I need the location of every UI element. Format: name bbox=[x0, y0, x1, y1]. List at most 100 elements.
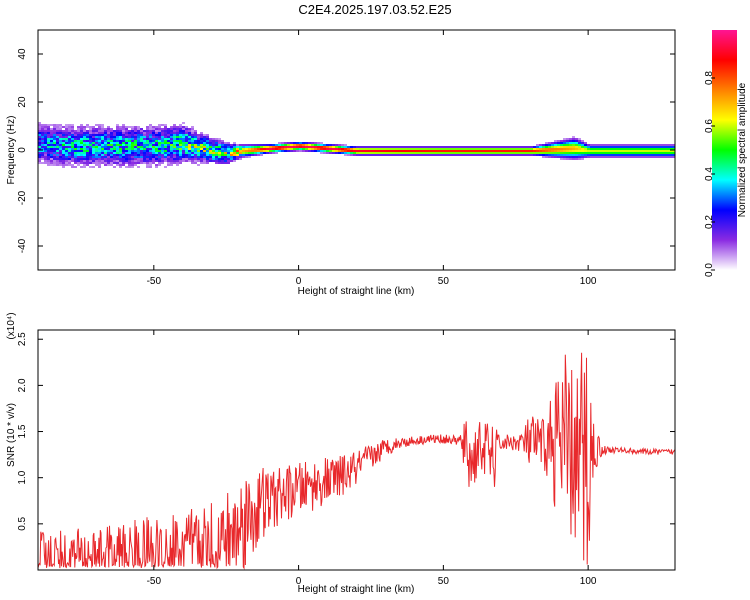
heatmap-cell bbox=[293, 150, 296, 152]
heatmap-cell bbox=[428, 146, 431, 148]
heatmap-cell bbox=[203, 160, 206, 162]
heatmap-cell bbox=[41, 124, 44, 126]
heatmap-cell bbox=[581, 140, 584, 142]
heatmap-cell bbox=[170, 126, 173, 128]
heatmap-cell bbox=[122, 138, 125, 140]
snr-x-axis-title: Height of straight line (km) bbox=[298, 584, 415, 595]
heatmap-cell bbox=[512, 150, 515, 152]
heatmap-cell bbox=[200, 152, 203, 154]
heatmap-cell bbox=[56, 146, 59, 148]
heatmap-cell bbox=[47, 128, 50, 130]
heatmap-cell bbox=[260, 144, 263, 146]
heatmap-cell bbox=[95, 158, 98, 160]
heatmap-cell bbox=[89, 160, 92, 162]
heatmap-cell bbox=[164, 142, 167, 144]
heatmap-cell bbox=[44, 126, 47, 128]
heatmap-cell bbox=[572, 158, 575, 160]
heatmap-cell bbox=[215, 146, 218, 148]
heatmap-cell bbox=[623, 152, 626, 154]
heatmap-cell bbox=[602, 152, 605, 154]
heatmap-cell bbox=[560, 142, 563, 144]
heatmap-cell bbox=[212, 142, 215, 144]
heatmap-cell bbox=[230, 152, 233, 154]
heatmap-cell bbox=[176, 150, 179, 152]
heatmap-cell bbox=[104, 138, 107, 140]
y-tick-label: 1.0 bbox=[17, 470, 28, 484]
heatmap-cell bbox=[47, 148, 50, 150]
heatmap-cell bbox=[278, 144, 281, 146]
heatmap-cell bbox=[56, 148, 59, 150]
heatmap-cell bbox=[44, 140, 47, 142]
heatmap-cell bbox=[119, 132, 122, 134]
heatmap-cell bbox=[128, 162, 131, 164]
heatmap-cell bbox=[182, 146, 185, 148]
heatmap-cell bbox=[119, 152, 122, 154]
heatmap-cell bbox=[47, 142, 50, 144]
heatmap-cell bbox=[170, 130, 173, 132]
heatmap-cell bbox=[641, 146, 644, 148]
heatmap-cell bbox=[473, 152, 476, 154]
heatmap-cell bbox=[491, 148, 494, 150]
heatmap-cell bbox=[59, 126, 62, 128]
heatmap-cell bbox=[629, 156, 632, 158]
heatmap-cell bbox=[98, 144, 101, 146]
heatmap-cell bbox=[53, 164, 56, 166]
heatmap-cell bbox=[80, 166, 83, 168]
heatmap-cell bbox=[149, 124, 152, 126]
heatmap-cell bbox=[353, 148, 356, 150]
heatmap-cell bbox=[581, 156, 584, 158]
heatmap-cell bbox=[47, 144, 50, 146]
heatmap-cell bbox=[170, 128, 173, 130]
heatmap-cell bbox=[101, 142, 104, 144]
heatmap-cell bbox=[86, 148, 89, 150]
heatmap-cell bbox=[248, 156, 251, 158]
heatmap-cell bbox=[101, 156, 104, 158]
heatmap-cell bbox=[626, 156, 629, 158]
spectrogram-heatmap bbox=[38, 122, 675, 168]
heatmap-cell bbox=[554, 150, 557, 152]
heatmap-cell bbox=[527, 148, 530, 150]
heatmap-cell bbox=[38, 154, 41, 156]
heatmap-cell bbox=[128, 126, 131, 128]
heatmap-cell bbox=[401, 154, 404, 156]
heatmap-cell bbox=[167, 146, 170, 148]
heatmap-cell bbox=[359, 148, 362, 150]
heatmap-cell bbox=[482, 150, 485, 152]
heatmap-cell bbox=[65, 134, 68, 136]
heatmap-cell bbox=[152, 162, 155, 164]
heatmap-cell bbox=[128, 156, 131, 158]
heatmap-cell bbox=[83, 152, 86, 154]
heatmap-cell bbox=[221, 140, 224, 142]
heatmap-cell bbox=[251, 150, 254, 152]
heatmap-cell bbox=[146, 154, 149, 156]
y-tick-label: -40 bbox=[17, 238, 28, 253]
heatmap-cell bbox=[119, 164, 122, 166]
heatmap-cell bbox=[221, 156, 224, 158]
heatmap-cell bbox=[308, 148, 311, 150]
heatmap-cell bbox=[95, 156, 98, 158]
heatmap-cell bbox=[92, 126, 95, 128]
heatmap-cell bbox=[560, 140, 563, 142]
heatmap-cell bbox=[281, 144, 284, 146]
x-tick-label: 50 bbox=[438, 276, 450, 287]
heatmap-cell bbox=[194, 136, 197, 138]
heatmap-cell bbox=[335, 144, 338, 146]
heatmap-cell bbox=[170, 162, 173, 164]
heatmap-cell bbox=[257, 148, 260, 150]
heatmap-cell bbox=[56, 140, 59, 142]
heatmap-cell bbox=[53, 160, 56, 162]
heatmap-cell bbox=[44, 130, 47, 132]
colorbar-tick-label: 0.0 bbox=[704, 263, 715, 277]
heatmap-cell bbox=[146, 140, 149, 142]
heatmap-cell bbox=[671, 150, 674, 152]
heatmap-cell bbox=[122, 162, 125, 164]
heatmap-cell bbox=[320, 150, 323, 152]
heatmap-cell bbox=[134, 164, 137, 166]
heatmap-cell bbox=[320, 152, 323, 154]
heatmap-cell bbox=[59, 152, 62, 154]
heatmap-cell bbox=[143, 140, 146, 142]
heatmap-cell bbox=[593, 146, 596, 148]
heatmap-cell bbox=[551, 150, 554, 152]
heatmap-cell bbox=[74, 144, 77, 146]
heatmap-cell bbox=[230, 146, 233, 148]
